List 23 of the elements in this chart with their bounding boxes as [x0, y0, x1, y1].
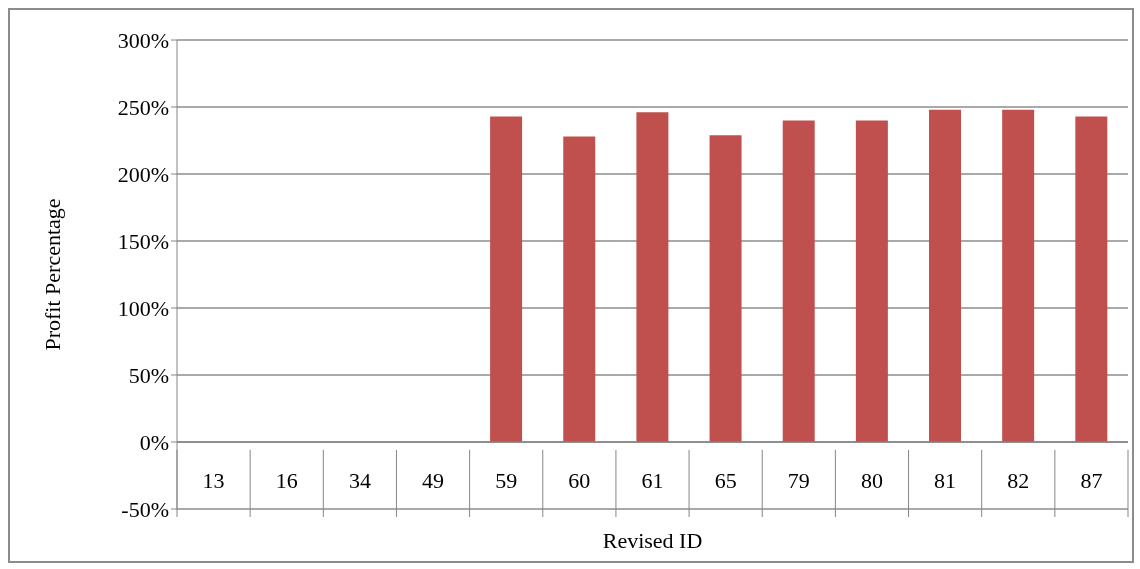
- x-tick-label: 13: [202, 468, 225, 494]
- x-tick-label: 61: [641, 468, 664, 494]
- x-tick-label: 80: [860, 468, 883, 494]
- x-tick-label: 34: [348, 468, 371, 494]
- y-tick-label: 0%: [139, 429, 169, 455]
- x-tick-label: 79: [787, 468, 810, 494]
- x-tick-label: 87: [1080, 468, 1103, 494]
- y-tick-label: -50%: [121, 496, 169, 522]
- x-tick-label: 59: [495, 468, 518, 494]
- x-tick-label: 81: [934, 468, 957, 494]
- x-tick-label: 82: [1007, 468, 1030, 494]
- y-axis-title: Profit Percentage: [39, 198, 65, 351]
- x-tick-label: 49: [422, 468, 445, 494]
- x-axis-title: Revised ID: [602, 528, 703, 553]
- y-tick-label: 200%: [117, 161, 169, 187]
- y-tick-label: 300%: [117, 27, 169, 53]
- y-tick-label: 150%: [117, 228, 169, 254]
- x-tick-label: 65: [714, 468, 737, 494]
- y-tick-label: 50%: [128, 362, 169, 388]
- y-tick-label: 100%: [117, 295, 169, 321]
- y-tick-label: 250%: [117, 94, 169, 120]
- x-tick-label: 60: [568, 468, 591, 494]
- x-tick-label: 16: [275, 468, 298, 494]
